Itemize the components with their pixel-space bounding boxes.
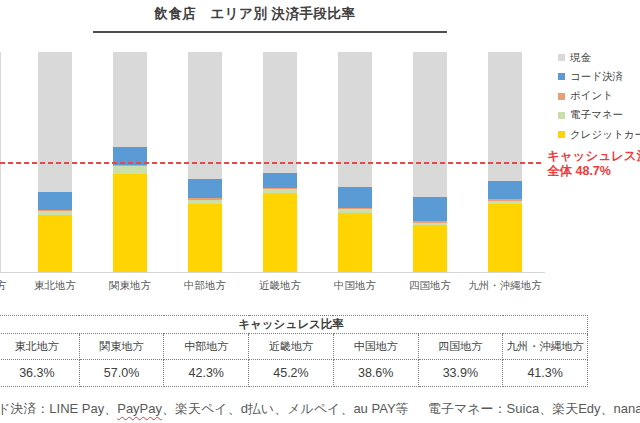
bar-segment-電子マネー bbox=[188, 200, 222, 204]
bar-segment-ポイント bbox=[188, 198, 222, 199]
legend-swatch-icon bbox=[558, 73, 565, 80]
table-region-header: 中部地方 bbox=[164, 334, 249, 360]
legend-item: ポイント bbox=[558, 91, 640, 102]
bar-segment-ポイント bbox=[413, 221, 447, 223]
legend-label: クレジットカード bbox=[570, 128, 640, 142]
legend-swatch-icon bbox=[558, 112, 565, 119]
bar-segment-現金 bbox=[263, 52, 297, 173]
bar-segment-現金 bbox=[338, 52, 372, 187]
footnote-emoney: 電子マネー：Suica、楽天Edy、nanaco、WAON bbox=[428, 400, 640, 418]
table-region-header: 四国地方 bbox=[418, 334, 503, 360]
legend-label: ポイント bbox=[570, 89, 613, 103]
bar-segment-現金 bbox=[188, 52, 222, 179]
bar-segment-ポイント bbox=[263, 188, 297, 189]
chart-legend: 現金コード決済ポイント電子マネークレジットカード bbox=[558, 52, 640, 148]
footnote-code-payment: ド決済：LINE Pay、PayPay、楽天ペイ、d払い、メルペイ、au PAY… bbox=[0, 400, 409, 418]
table-region-value: 33.9% bbox=[418, 360, 503, 387]
bar-segment-クレジットカード bbox=[113, 174, 147, 272]
bar-segment-現金 bbox=[113, 52, 147, 147]
bar-segment-電子マネー bbox=[488, 201, 522, 204]
bar-segment-電子マネー bbox=[263, 189, 297, 193]
bar-segment-電子マネー bbox=[338, 209, 372, 214]
legend-label: コード決済 bbox=[570, 70, 623, 84]
cashless-ratio-table: キャッシュレス比率東北地方関東地方中部地方近畿地方中国地方四国地方九州・沖縄地方… bbox=[0, 315, 588, 387]
bar-segment-クレジットカード bbox=[488, 204, 522, 272]
legend-item: クレジットカード bbox=[558, 129, 640, 140]
bar-segment-クレジットカード bbox=[38, 215, 72, 272]
table-region-header: 中国地方 bbox=[333, 334, 418, 360]
bar-segment-ポイント bbox=[113, 165, 147, 166]
legend-swatch-icon bbox=[558, 131, 565, 138]
table-region-value: 57.0% bbox=[79, 360, 164, 387]
legend-label: 電子マネー bbox=[570, 108, 623, 122]
table-region-header: 近畿地方 bbox=[249, 334, 334, 360]
x-axis-label: 九州・沖縄地方 bbox=[450, 279, 560, 293]
legend-item: 現金 bbox=[558, 52, 640, 63]
table-region-header: 関東地方 bbox=[79, 334, 164, 360]
bar-segment-電子マネー bbox=[38, 210, 72, 215]
bar-segment-コード決済 bbox=[188, 179, 222, 198]
footnote-paypay-spellcheck: PayPay bbox=[117, 401, 162, 416]
bar-segment-クレジットカード bbox=[413, 225, 447, 272]
legend-swatch-icon bbox=[558, 93, 565, 100]
x-axis-label-clipped: 方 bbox=[0, 279, 7, 293]
legend-item: コード決済 bbox=[558, 71, 640, 82]
legend-item: 電子マネー bbox=[558, 110, 640, 121]
annotation-line2: 全体 48.7% bbox=[547, 164, 640, 179]
bar-segment-クレジットカード bbox=[338, 213, 372, 272]
bar-segment-コード決済 bbox=[338, 187, 372, 208]
table-region-header: 東北地方 bbox=[0, 334, 79, 360]
bar-segment-コード決済 bbox=[263, 173, 297, 188]
x-axis-line bbox=[0, 272, 545, 273]
bar-segment-クレジットカード bbox=[263, 193, 297, 272]
cashless-average-annotation: キャッシュレス決済 全体 48.7% bbox=[547, 149, 640, 179]
chart-title: 飲食店 エリア別 決済手段比率 bbox=[0, 5, 510, 23]
footnote-left-part3: 、楽天ペイ、d払い、メルペイ、au PAY等 bbox=[162, 401, 409, 416]
table-region-header: 九州・沖縄地方 bbox=[503, 334, 588, 360]
bar-segment-電子マネー bbox=[413, 223, 447, 225]
footnote-left-part1: ド決済：LINE Pay、 bbox=[0, 401, 117, 416]
title-underline bbox=[93, 31, 447, 33]
bar-segment-ポイント bbox=[338, 208, 372, 209]
table-region-value: 45.2% bbox=[249, 360, 334, 387]
legend-swatch-icon bbox=[558, 54, 565, 61]
table-region-value: 42.3% bbox=[164, 360, 249, 387]
bar-segment-現金 bbox=[413, 52, 447, 197]
table-region-value: 38.6% bbox=[333, 360, 418, 387]
cashless-average-dashed-line bbox=[0, 162, 543, 164]
legend-label: 現金 bbox=[570, 51, 591, 65]
table-region-value: 41.3% bbox=[503, 360, 588, 387]
bar-segment-クレジットカード bbox=[188, 204, 222, 272]
bar-segment-ポイント bbox=[38, 210, 72, 211]
annotation-line1: キャッシュレス決済 bbox=[547, 149, 640, 164]
bar-segment-現金 bbox=[38, 52, 72, 192]
bar-segment-電子マネー bbox=[113, 166, 147, 174]
table-title: キャッシュレス比率 bbox=[0, 316, 588, 334]
bar-segment-コード決済 bbox=[488, 181, 522, 199]
bar-segment-ポイント bbox=[488, 199, 522, 200]
bar-segment-コード決済 bbox=[38, 192, 72, 210]
bar-segment-コード決済 bbox=[413, 197, 447, 220]
table-region-value: 36.3% bbox=[0, 360, 79, 387]
